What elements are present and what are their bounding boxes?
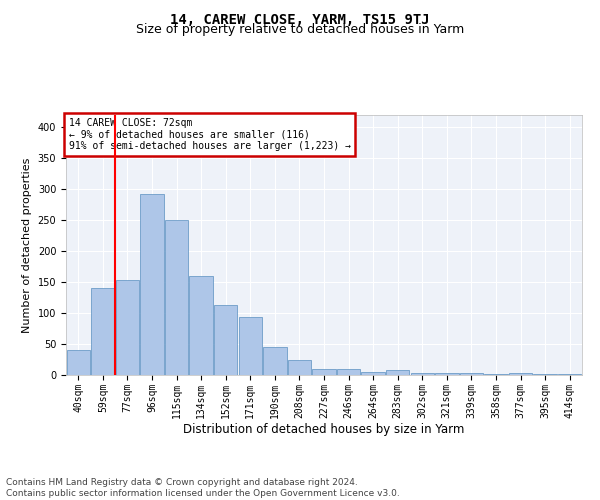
Text: 14 CAREW CLOSE: 72sqm
← 9% of detached houses are smaller (116)
91% of semi-deta: 14 CAREW CLOSE: 72sqm ← 9% of detached h… bbox=[68, 118, 350, 151]
Bar bbox=[140, 194, 164, 375]
Bar bbox=[533, 374, 557, 375]
Text: Size of property relative to detached houses in Yarm: Size of property relative to detached ho… bbox=[136, 22, 464, 36]
Bar bbox=[116, 280, 139, 375]
Text: Contains HM Land Registry data © Crown copyright and database right 2024.
Contai: Contains HM Land Registry data © Crown c… bbox=[6, 478, 400, 498]
Bar bbox=[435, 372, 458, 375]
Bar bbox=[67, 350, 90, 375]
Bar bbox=[263, 346, 287, 375]
Bar bbox=[190, 276, 213, 375]
Bar bbox=[165, 220, 188, 375]
Bar bbox=[361, 372, 385, 375]
Bar bbox=[410, 373, 434, 375]
Text: 14, CAREW CLOSE, YARM, TS15 9TJ: 14, CAREW CLOSE, YARM, TS15 9TJ bbox=[170, 12, 430, 26]
Y-axis label: Number of detached properties: Number of detached properties bbox=[22, 158, 32, 332]
Bar bbox=[509, 373, 532, 375]
X-axis label: Distribution of detached houses by size in Yarm: Distribution of detached houses by size … bbox=[184, 424, 464, 436]
Bar bbox=[214, 305, 238, 375]
Bar bbox=[558, 374, 581, 375]
Bar bbox=[313, 370, 335, 375]
Bar bbox=[337, 369, 360, 375]
Bar bbox=[386, 370, 409, 375]
Bar bbox=[288, 360, 311, 375]
Bar bbox=[91, 288, 115, 375]
Bar bbox=[239, 318, 262, 375]
Bar bbox=[484, 374, 508, 375]
Bar bbox=[460, 373, 483, 375]
